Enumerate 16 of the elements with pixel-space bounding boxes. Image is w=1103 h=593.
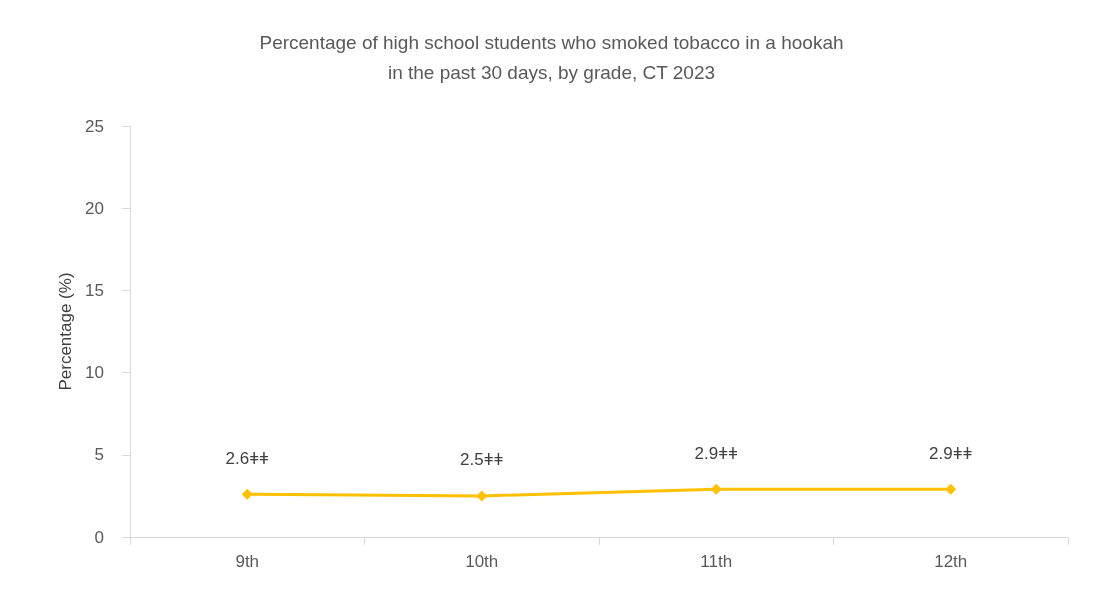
x-tick-label: 9th: [235, 552, 260, 571]
y-tick-label: 5: [94, 445, 104, 465]
text: 2.9ǂǂ: [929, 443, 973, 463]
y-tick-label: 0: [94, 527, 104, 547]
y-tick-label: 20: [85, 198, 104, 218]
y-axis-title: Percentage (%): [56, 272, 76, 391]
text: 2.5ǂǂ: [460, 450, 504, 470]
x-tick-label: 10th: [465, 552, 499, 571]
x-tick-label: 12th: [934, 552, 968, 571]
y-tick-label: 10: [85, 363, 104, 383]
chart-title: Percentage of high school students who smoked tobacco in a hookah in the past 30 days, by grade, CT 2023: [259, 31, 844, 83]
y-tick-label: 25: [85, 116, 104, 136]
x-tick-label: 11th: [700, 552, 733, 571]
text: 2.6ǂǂ: [225, 448, 269, 468]
y-tick-label: 15: [85, 280, 104, 300]
text: 2.9ǂǂ: [694, 443, 738, 463]
